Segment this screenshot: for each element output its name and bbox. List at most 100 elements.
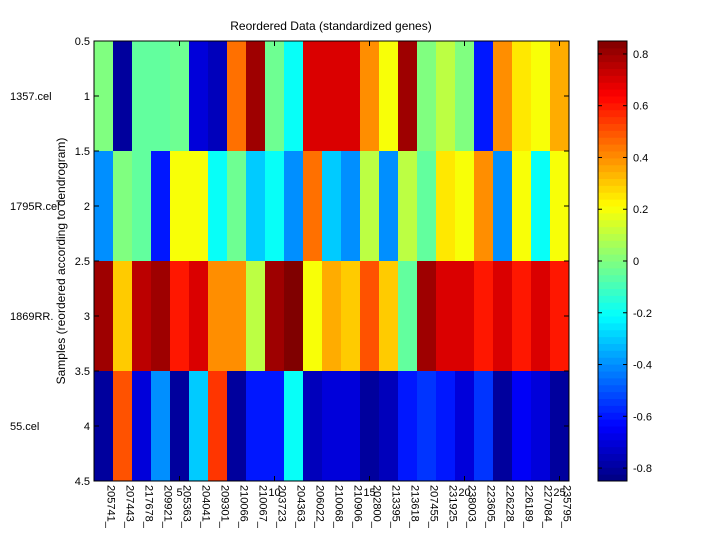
colorbar-segment (598, 309, 627, 317)
heatmap-cell (360, 151, 380, 262)
colorbar-segment (598, 212, 627, 221)
colorbar-tick-label: -0.2 (633, 308, 652, 320)
heatmap-cell (94, 371, 114, 482)
heatmap-cell (151, 261, 171, 372)
colorbar-segment (598, 288, 627, 296)
heatmap-cell (322, 151, 342, 262)
heatmap-cell (398, 151, 418, 262)
heatmap-cell (132, 371, 152, 482)
colorbar-segment (598, 157, 627, 166)
column-label: 204363_ (295, 485, 307, 529)
column-label: 213395_ (390, 485, 402, 529)
colorbar-segment (598, 453, 627, 461)
heatmap-cells (94, 41, 570, 482)
colorbar-segment (598, 261, 627, 269)
heatmap-cell (208, 371, 228, 482)
x-tick-label: 20 (458, 487, 470, 499)
y-tick-label: 3.5 (75, 366, 90, 378)
column-label: 202800_ (371, 485, 383, 529)
heatmap-cell (379, 371, 399, 482)
heatmap-cell (360, 41, 380, 152)
heatmap-cell (322, 261, 342, 372)
colorbar-segment (598, 295, 627, 303)
heatmap-cell (189, 371, 209, 482)
colorbar-segment (598, 267, 627, 276)
heatmap-cell (531, 371, 551, 482)
y-tick-label: 1 (84, 91, 90, 103)
heatmap-cell (303, 41, 323, 152)
heatmap-cell (151, 151, 171, 262)
heatmap-cell (379, 41, 399, 152)
colorbar-segment (598, 329, 627, 338)
colorbar-segment (598, 226, 627, 234)
heatmap-cell (246, 261, 266, 372)
heatmap-cell (227, 41, 247, 152)
colorbar-segment (598, 412, 627, 420)
heatmap-cell (94, 151, 114, 262)
heatmap-cell (398, 261, 418, 372)
heatmap-cell (493, 151, 513, 262)
heatmap-cell (227, 371, 247, 482)
heatmap-cell (512, 41, 532, 152)
heatmap-cell (189, 261, 209, 372)
heatmap-cell (151, 371, 171, 482)
colorbar-segment (598, 446, 627, 454)
colorbar-segment (598, 178, 627, 186)
heatmap-cell (170, 41, 190, 152)
heatmap-cell (284, 261, 304, 372)
heatmap-cell (512, 151, 532, 262)
colorbar-segment (598, 116, 627, 124)
colorbar-segment (598, 219, 627, 228)
y-tick-label: 0.5 (75, 36, 90, 48)
colorbar-segment (598, 109, 627, 118)
heatmap-cell (379, 151, 399, 262)
x-tick-label: 15 (363, 487, 375, 499)
heatmap-cell (455, 41, 475, 152)
heatmap-cell (550, 151, 570, 262)
colorbar: -0.8 -0.6 -0.4 -0.2 0 0.2 0.4 0.6 0.8 (597, 40, 652, 482)
heatmap-cell (360, 261, 380, 372)
heatmap-cell (436, 41, 456, 152)
colorbar-tick-label: 0.2 (633, 204, 648, 216)
heatmap-cell (417, 151, 437, 262)
heatmap-cell (436, 261, 456, 372)
heatmap-cell (417, 371, 437, 482)
column-label: 206022_ (314, 485, 326, 529)
colorbar-segment (598, 206, 627, 214)
heatmap-cell (550, 41, 570, 152)
colorbar-segment (598, 474, 627, 482)
row-label: 55.cel (10, 421, 39, 433)
heatmap-cell (227, 261, 247, 372)
heatmap-cell (474, 371, 494, 482)
heatmap-cell (132, 151, 152, 262)
colorbar-segment (598, 254, 627, 262)
colorbar-segment (598, 89, 627, 97)
colorbar-segment (598, 82, 627, 90)
heatmap-cell (208, 261, 228, 372)
heatmap-cell (265, 371, 285, 482)
colorbar-segment (598, 185, 627, 193)
heatmap-cell (284, 41, 304, 152)
heatmap-cell (493, 261, 513, 372)
column-label: 205741_ (105, 485, 117, 529)
heatmap-cell (132, 261, 152, 372)
heatmap-cell (265, 41, 285, 152)
colorbar-segment (598, 302, 627, 310)
heatmap-cell (208, 41, 228, 152)
colorbar-segment (598, 102, 627, 111)
y-tick-label: 4.5 (75, 476, 90, 488)
column-label: 209921_ (162, 485, 174, 529)
heatmap-cell (531, 261, 551, 372)
column-label: 210906_ (352, 485, 364, 529)
colorbar-segment (598, 247, 627, 255)
heatmap-cell (113, 151, 133, 262)
colorbar-segment (598, 61, 627, 69)
heatmap-cell (512, 261, 532, 372)
x-tick-label: 10 (268, 487, 280, 499)
colorbar-tick-label: 0.8 (633, 49, 648, 61)
heatmap-cell (493, 371, 513, 482)
colorbar-segment (598, 130, 627, 138)
column-label: 207455_ (428, 485, 440, 529)
heatmap-cell (455, 371, 475, 482)
